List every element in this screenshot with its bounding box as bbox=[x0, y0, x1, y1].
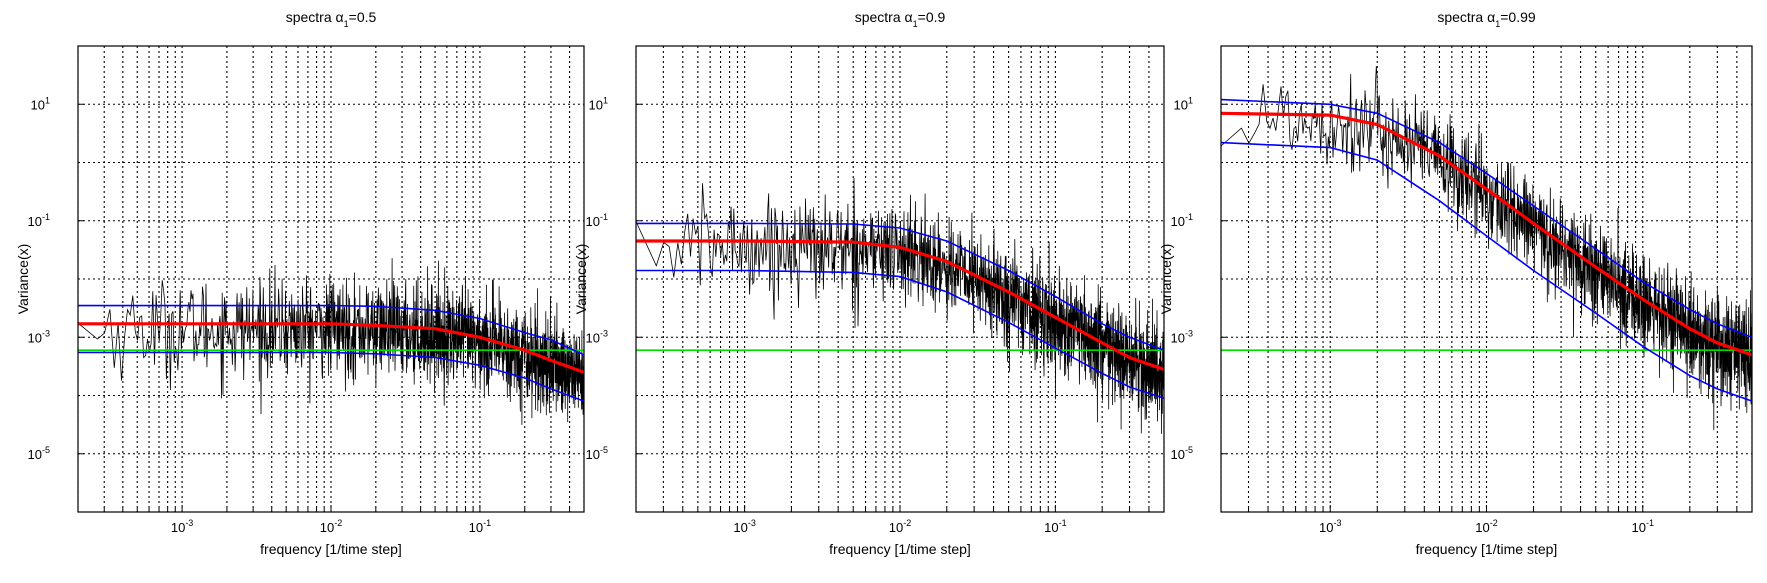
upper-confidence-bound-line bbox=[1221, 98, 1752, 339]
x-tick-label: 10-1 bbox=[1632, 518, 1654, 535]
x-axis-label: frequency [1/time step] bbox=[829, 541, 971, 557]
sample-spectrum-line bbox=[78, 258, 584, 425]
y-tick-label: 101 bbox=[1174, 95, 1193, 112]
y-tick-label: 101 bbox=[589, 95, 608, 112]
x-tick-label: 10-3 bbox=[733, 518, 755, 535]
x-axis-label: frequency [1/time step] bbox=[260, 541, 402, 557]
x-tick-label: 10-2 bbox=[889, 518, 911, 535]
grid-lines bbox=[78, 46, 584, 512]
y-tick-label: 10-1 bbox=[1171, 212, 1193, 229]
lower-confidence-bound-line bbox=[1221, 141, 1752, 402]
chart-title: spectra α1=0.99 bbox=[1437, 9, 1536, 29]
x-tick-label: 10-2 bbox=[320, 518, 342, 535]
x-axis-label: frequency [1/time step] bbox=[1416, 541, 1558, 557]
sample-spectrum-line bbox=[1221, 66, 1752, 431]
grid-lines bbox=[1221, 46, 1752, 512]
y-axis-label: Variance(x) bbox=[15, 244, 31, 315]
y-tick-label: 10-3 bbox=[586, 328, 608, 345]
y-axis-label: Variance(x) bbox=[573, 244, 589, 315]
chart-title: spectra α1=0.5 bbox=[286, 9, 377, 29]
spectrum-panel-2: 10-3 10-2 10-1 10-5 10-3 10-1 101 spectra α1=0.… bbox=[573, 9, 1165, 557]
upper-confidence-bound-line bbox=[636, 222, 1164, 351]
theoretical-spectrum-line bbox=[636, 239, 1164, 372]
y-tick-label: 10-5 bbox=[1171, 445, 1193, 462]
y-tick-label: 10-3 bbox=[1171, 328, 1193, 345]
x-tick-label: 10-1 bbox=[1044, 518, 1066, 535]
x-tick-label: 10-3 bbox=[1319, 518, 1341, 535]
y-tick-label: 10-5 bbox=[28, 445, 50, 462]
y-tick-label: 10-3 bbox=[28, 328, 50, 345]
x-tick-label: 10-1 bbox=[469, 518, 491, 535]
upper-confidence-bound-line bbox=[78, 304, 584, 356]
y-tick-label: 10-5 bbox=[586, 445, 608, 462]
chart-title: spectra α1=0.9 bbox=[855, 9, 946, 29]
y-tick-label: 10-1 bbox=[28, 212, 50, 229]
lower-confidence-bound-line bbox=[636, 269, 1164, 399]
y-tick-label: 10-1 bbox=[586, 212, 608, 229]
lower-confidence-bound-line bbox=[78, 351, 584, 402]
theoretical-spectrum-line bbox=[78, 322, 584, 374]
x-tick-label: 10-2 bbox=[1475, 518, 1497, 535]
spectrum-panel-1: 10-3 10-2 10-1 10-5 10-3 10-1 101 spectra α1=0.… bbox=[15, 9, 585, 557]
x-tick-label: 10-3 bbox=[171, 518, 193, 535]
theoretical-spectrum-line bbox=[1221, 111, 1752, 357]
y-tick-label: 101 bbox=[31, 95, 50, 112]
y-axis-label: Variance(x) bbox=[1158, 244, 1174, 315]
spectrum-panel-3: 10-3 10-2 10-1 10-5 10-3 10-1 101 spectra α1=0.… bbox=[1158, 9, 1753, 557]
